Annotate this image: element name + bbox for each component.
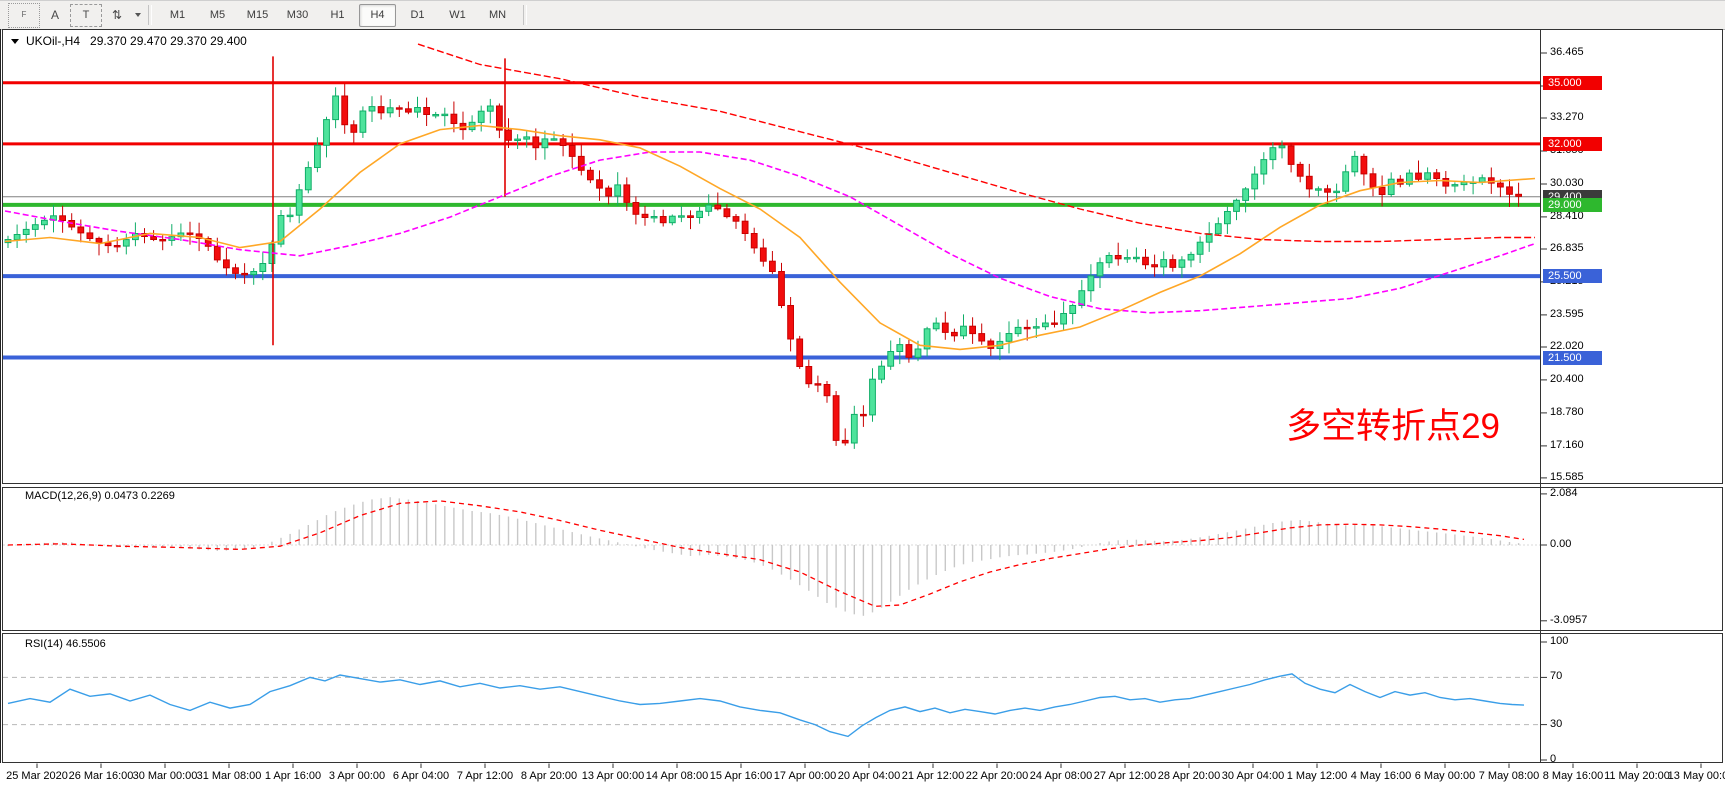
dropdown-caret-icon[interactable]: [135, 13, 141, 17]
macd-label: MACD(12,26,9) 0.0473 0.2269: [25, 490, 175, 502]
timeframe-h1-button[interactable]: H1: [330, 9, 345, 21]
price-level-badge: 35.000: [1543, 76, 1602, 90]
toolbar-separator: [148, 5, 152, 25]
time-tick-label: 8 Apr 20:00: [520, 770, 578, 782]
macd-axis-label: 2.084: [1550, 487, 1578, 499]
time-tick-label: 3 Apr 00:00: [328, 770, 386, 782]
rsi-axis-label: 0: [1550, 753, 1557, 765]
timeframe-m30-button[interactable]: M30: [286, 9, 309, 21]
macd-axis-label: -3.0957: [1550, 614, 1588, 626]
text-box-icon[interactable]: T: [70, 3, 102, 27]
price-tick-label: 30.030: [1550, 177, 1584, 189]
candlesticks-layer: [4, 83, 1522, 449]
toolbar: F A T ⇅ M1 M5 M15 M30 H1 H4 D1 W1 MN: [0, 0, 1725, 30]
time-tick-label: 28 Apr 20:00: [1157, 770, 1221, 782]
price-level-badge: 21.500: [1543, 351, 1602, 365]
macd-axis-label: 0.00: [1550, 538, 1572, 550]
chart-annotation[interactable]: 多空转折点29: [1286, 407, 1500, 446]
chart-ohlc-values: 29.370 29.470 29.370 29.400: [90, 34, 247, 48]
time-tick-label: 31 Mar 08:00: [196, 770, 262, 782]
time-tick-label: 13 Apr 00:00: [581, 770, 645, 782]
macd-signal-line: [7, 500, 1525, 607]
time-tick-label: 30 Apr 04:00: [1221, 770, 1285, 782]
rsi-label: RSI(14) 46.5506: [25, 638, 106, 650]
time-tick-label: 11 May 20:00: [1604, 770, 1670, 782]
price-tick-label: 28.410: [1550, 210, 1584, 222]
price-tick-label: 20.400: [1550, 373, 1584, 385]
time-tick-label: 30 Mar 00:00: [132, 770, 198, 782]
ma-fast-line[interactable]: [4, 124, 1536, 351]
price-tick-label: 36.465: [1550, 46, 1584, 58]
macd-pane-border: [2, 487, 1723, 631]
ma-slow-line[interactable]: [417, 43, 1535, 243]
cycle-symbols-icon[interactable]: ⇅: [111, 8, 123, 22]
price-pane[interactable]: [3, 43, 1540, 449]
timeframe-d1-button[interactable]: D1: [410, 9, 425, 21]
toolbar-icon-group: F A T ⇅: [8, 2, 141, 28]
time-tick-label: 22 Apr 20:00: [965, 770, 1029, 782]
macd-pane[interactable]: [3, 497, 1540, 616]
time-tick-label: 1 Apr 16:00: [264, 770, 322, 782]
time-tick-label: 13 May 00:00: [1667, 770, 1725, 782]
chart-symbol-period: UKOil-,H4: [26, 34, 81, 48]
price-tick-label: 15.585: [1550, 471, 1584, 483]
snap-grid-icon[interactable]: F: [8, 2, 40, 28]
time-tick-label: 26 Mar 16:00: [68, 770, 134, 782]
time-tick-label: 21 Apr 12:00: [901, 770, 965, 782]
rsi-axis-label: 70: [1550, 670, 1563, 682]
time-tick-label: 25 Mar 2020: [6, 770, 68, 782]
price-tick-label: 26.835: [1550, 242, 1584, 254]
time-tick-label: 6 Apr 04:00: [392, 770, 450, 782]
time-tick-label: 24 Apr 08:00: [1029, 770, 1093, 782]
text-label-icon[interactable]: A: [50, 8, 59, 22]
time-tick-label: 1 May 12:00: [1286, 770, 1348, 782]
price-tick-label: 18.780: [1550, 406, 1584, 418]
price-level-badge: 32.000: [1543, 137, 1602, 151]
macd-histogram: [7, 497, 1520, 616]
time-tick-label: 15 Apr 16:00: [709, 770, 773, 782]
chart-title: UKOil-,H4 29.370 29.470 29.370 29.400: [11, 34, 247, 48]
price-level-badge: 29.000: [1543, 198, 1602, 212]
timeframe-m1-button[interactable]: M1: [169, 9, 186, 21]
price-tick-label: 33.270: [1550, 111, 1584, 123]
timeframe-mn-button[interactable]: MN: [488, 9, 507, 21]
time-tick-label: 7 May 08:00: [1478, 770, 1540, 782]
time-tick-label: 27 Apr 12:00: [1093, 770, 1157, 782]
time-tick-label: 6 May 00:00: [1414, 770, 1476, 782]
time-tick-label: 17 Apr 00:00: [773, 770, 837, 782]
price-tick-label: 23.595: [1550, 308, 1584, 320]
timeframe-group: M1 M5 M15 M30 H1 H4 D1 W1 MN: [159, 3, 516, 27]
ma-medium-line[interactable]: [4, 151, 1536, 314]
timeframe-m15-button[interactable]: M15: [246, 9, 269, 21]
rsi-axis-label: 30: [1550, 718, 1563, 730]
rsi-line: [7, 673, 1525, 738]
price-level-badge: 25.500: [1543, 269, 1602, 283]
time-tick-label: 7 Apr 12:00: [456, 770, 514, 782]
timeframe-w1-button[interactable]: W1: [449, 9, 466, 21]
timeframe-h4-button[interactable]: H4: [359, 3, 396, 27]
time-tick-label: 8 May 16:00: [1542, 770, 1604, 782]
symbol-dropdown-icon[interactable]: [11, 39, 19, 44]
rsi-pane-border: [2, 633, 1723, 763]
timeframe-m5-button[interactable]: M5: [209, 9, 226, 21]
toolbar-separator: [523, 5, 527, 25]
price-tick-label: 22.020: [1550, 340, 1584, 352]
rsi-pane[interactable]: [3, 673, 1540, 738]
rsi-axis-label: 100: [1550, 635, 1569, 647]
price-pane-border: [2, 29, 1723, 484]
time-tick-label: 20 Apr 04:00: [837, 770, 901, 782]
time-tick-label: 4 May 16:00: [1350, 770, 1412, 782]
time-tick-label: 14 Apr 08:00: [645, 770, 709, 782]
price-tick-label: 17.160: [1550, 439, 1584, 451]
